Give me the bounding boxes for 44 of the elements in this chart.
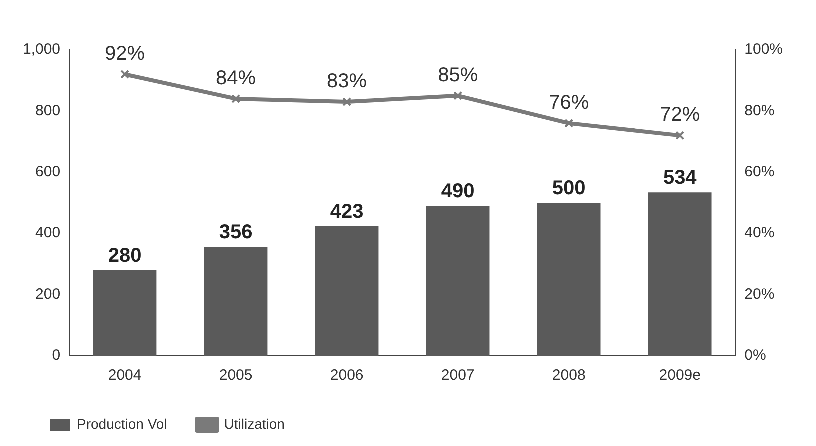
data-label: 534 xyxy=(663,167,698,190)
y2-tick-label: 80% xyxy=(744,102,775,120)
bar xyxy=(315,226,379,356)
bar xyxy=(426,206,490,356)
point xyxy=(676,131,685,140)
y-tick-label: 600 xyxy=(36,164,61,181)
x-tick-label: 2005 xyxy=(219,367,253,384)
y2-tick-label: 20% xyxy=(744,286,775,303)
data-label: 280 xyxy=(108,244,142,267)
y-tick-label: 400 xyxy=(36,224,61,242)
y-tick-label: 200 xyxy=(36,286,61,303)
y2-tick-label: 60% xyxy=(744,164,775,181)
y2-tick-label: 100% xyxy=(744,41,784,58)
bar xyxy=(537,203,601,356)
y-tick-label: 0 xyxy=(52,347,61,364)
data-label: 423 xyxy=(330,201,364,224)
point xyxy=(342,97,352,107)
x-tick-label: 2009e xyxy=(659,367,701,384)
y2-tick-label: 0% xyxy=(744,347,766,364)
bar xyxy=(204,247,268,356)
x-tick-label: 2008 xyxy=(552,367,586,384)
legend-label: Production Vol xyxy=(77,416,168,432)
data-label: 84% xyxy=(216,67,256,90)
x-tick-label: 2006 xyxy=(330,367,364,384)
data-label: 83% xyxy=(327,70,368,93)
data-label: 76% xyxy=(549,92,590,114)
data-label: 92% xyxy=(105,42,146,65)
x-tick-label: 2007 xyxy=(441,367,475,384)
data-label: 490 xyxy=(441,180,475,203)
point xyxy=(232,94,241,104)
y-tick-label: 800 xyxy=(36,102,61,120)
legend-label: Utilization xyxy=(224,416,285,432)
y-tick-label: 1,000 xyxy=(22,41,61,58)
point xyxy=(564,118,574,128)
point xyxy=(120,70,130,80)
data-label: 500 xyxy=(552,178,586,200)
data-label: 85% xyxy=(438,64,478,86)
data-label: 356 xyxy=(219,222,253,244)
x-tick-label: 2004 xyxy=(108,367,142,384)
data-label: 72% xyxy=(660,104,700,126)
point xyxy=(454,91,463,100)
y2-tick-label: 40% xyxy=(744,224,775,242)
bar xyxy=(93,270,157,356)
bar xyxy=(648,192,712,356)
